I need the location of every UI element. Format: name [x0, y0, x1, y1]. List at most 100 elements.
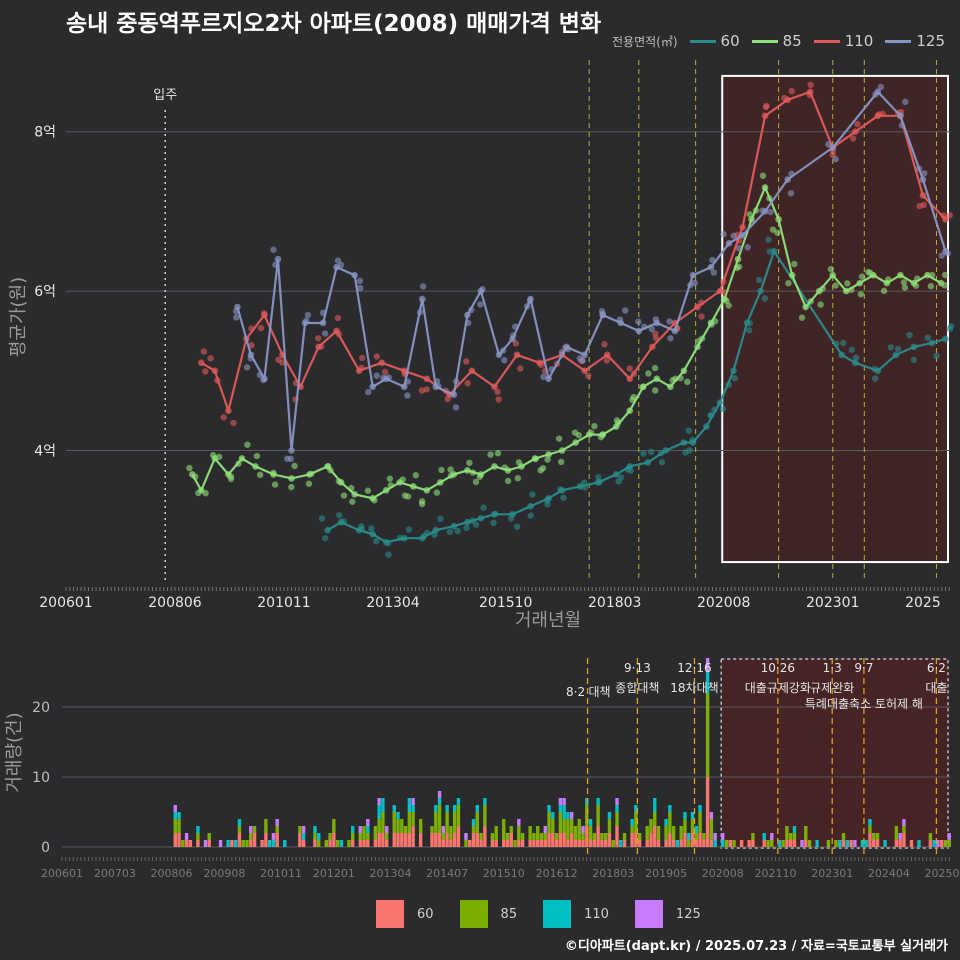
volume-chart: 0 10 20 거래량(건) 8·2 대책 9·13 종합대책 12·16 18차대책 10·26 대… [4, 658, 960, 880]
volume-bar-60 [502, 840, 506, 847]
volume-bar-85 [437, 805, 442, 833]
volume-bar-125 [249, 826, 253, 833]
volume-bar-85 [403, 826, 408, 833]
volume-bar-110 [271, 840, 276, 847]
volume-bar-85 [547, 812, 551, 833]
volume-bar-60 [264, 833, 268, 847]
data-point-85 [901, 284, 909, 291]
volume-bar-85 [196, 833, 200, 840]
volume-bar-60 [709, 840, 714, 847]
volume-bar-60 [702, 840, 706, 847]
price-legend-title: 전용면적(㎡) [612, 34, 678, 49]
data-point-125 [787, 189, 795, 197]
volume-bar-85 [543, 833, 547, 840]
volume-bar-125 [705, 658, 710, 672]
volume-bar-85 [732, 840, 736, 847]
volume-bar-110 [483, 798, 487, 805]
volume-bar-60 [679, 840, 683, 847]
volume-bar-85 [668, 812, 672, 833]
volume-bar-60 [373, 840, 378, 847]
data-point-85 [466, 459, 473, 466]
volume-bar-85 [569, 819, 574, 833]
volume-bar-60 [615, 826, 619, 847]
volume-bar-85 [449, 826, 453, 840]
data-point-85 [386, 475, 394, 482]
volume-bar-85 [751, 833, 755, 840]
volume-bar-125 [721, 833, 725, 840]
volume-bar-60 [400, 833, 404, 847]
data-point-110 [916, 202, 923, 210]
data-point-110 [946, 212, 953, 219]
volume-bar-85 [332, 819, 336, 833]
volume-bar-125 [543, 826, 547, 833]
volume-bar-110 [868, 819, 872, 826]
policy-date-label: 9·7 [854, 661, 873, 675]
volume-bar-110 [566, 812, 570, 819]
volume-x-tick-label: 201612 [536, 867, 578, 880]
data-point-85 [591, 422, 598, 430]
volume-x-tick-label: 202404 [868, 867, 910, 880]
volume-x-tick-label: 201011 [260, 867, 302, 880]
volume-bar-60 [434, 833, 438, 847]
volume-bar-60 [804, 840, 808, 847]
data-point-110 [807, 81, 814, 89]
volume-bar-85 [502, 819, 506, 840]
volume-bar-85 [539, 833, 544, 840]
volume-bar-85 [573, 826, 578, 840]
volume-bar-60 [437, 833, 442, 847]
volume-bar-110 [845, 840, 850, 847]
volume-bar-110 [381, 798, 385, 812]
data-point-125 [710, 269, 718, 276]
data-point-60 [385, 551, 392, 558]
data-point-125 [648, 325, 655, 333]
volume-bar-110 [607, 812, 612, 819]
data-point-110 [359, 354, 366, 362]
data-point-110 [698, 313, 705, 320]
legend-line-85 [751, 39, 778, 43]
volume-bar-85 [456, 805, 461, 826]
volume-bar-110 [226, 840, 230, 847]
volume-bar-60 [653, 826, 657, 847]
data-point-85 [515, 459, 523, 466]
volume-bar-60 [747, 840, 751, 847]
volume-bar-85 [483, 805, 487, 826]
policy-date-label: 8·2 [566, 685, 585, 699]
volume-bar-85 [328, 833, 332, 840]
volume-bar-85 [807, 840, 812, 847]
volume-bar-85 [698, 812, 702, 833]
volume-bar-60 [456, 826, 461, 847]
data-point-60 [322, 535, 329, 542]
volume-bar-85 [702, 833, 706, 840]
data-point-60 [480, 504, 487, 511]
volume-bar-110 [705, 672, 710, 693]
data-point-110 [315, 335, 322, 342]
volume-bar-60 [577, 840, 581, 847]
volume-bar-85 [683, 819, 687, 833]
legend-line-125 [885, 39, 912, 43]
volume-bar-60 [237, 833, 242, 847]
data-point-110 [463, 358, 470, 365]
volume-bar-85 [709, 819, 714, 840]
data-point-125 [667, 335, 674, 342]
volume-bar-85 [943, 840, 948, 847]
volume-bar-125 [947, 833, 951, 840]
data-point-125 [825, 141, 832, 148]
volume-bar-85 [249, 833, 253, 840]
data-point-85 [487, 451, 494, 458]
volume-bar-85 [181, 840, 185, 847]
volume-bar-60 [690, 833, 695, 847]
data-point-85 [927, 282, 935, 290]
legend-line-110 [813, 39, 840, 43]
x-axis-title: 거래년월 [515, 610, 581, 631]
volume-bar-60 [788, 840, 793, 847]
data-point-85 [364, 487, 372, 494]
data-point-110 [260, 310, 268, 317]
y-tick-label: 8억 [34, 125, 56, 141]
price-chart: 4억 6억 8억 입주 200601 200806 201011 201304 201510 20… [8, 60, 955, 631]
data-point-85 [202, 489, 209, 497]
volume-bar-60 [671, 840, 676, 847]
data-point-110 [849, 135, 857, 142]
data-point-110 [373, 353, 381, 360]
volume-bar-85 [566, 819, 570, 840]
volume-bar-85 [841, 833, 846, 840]
